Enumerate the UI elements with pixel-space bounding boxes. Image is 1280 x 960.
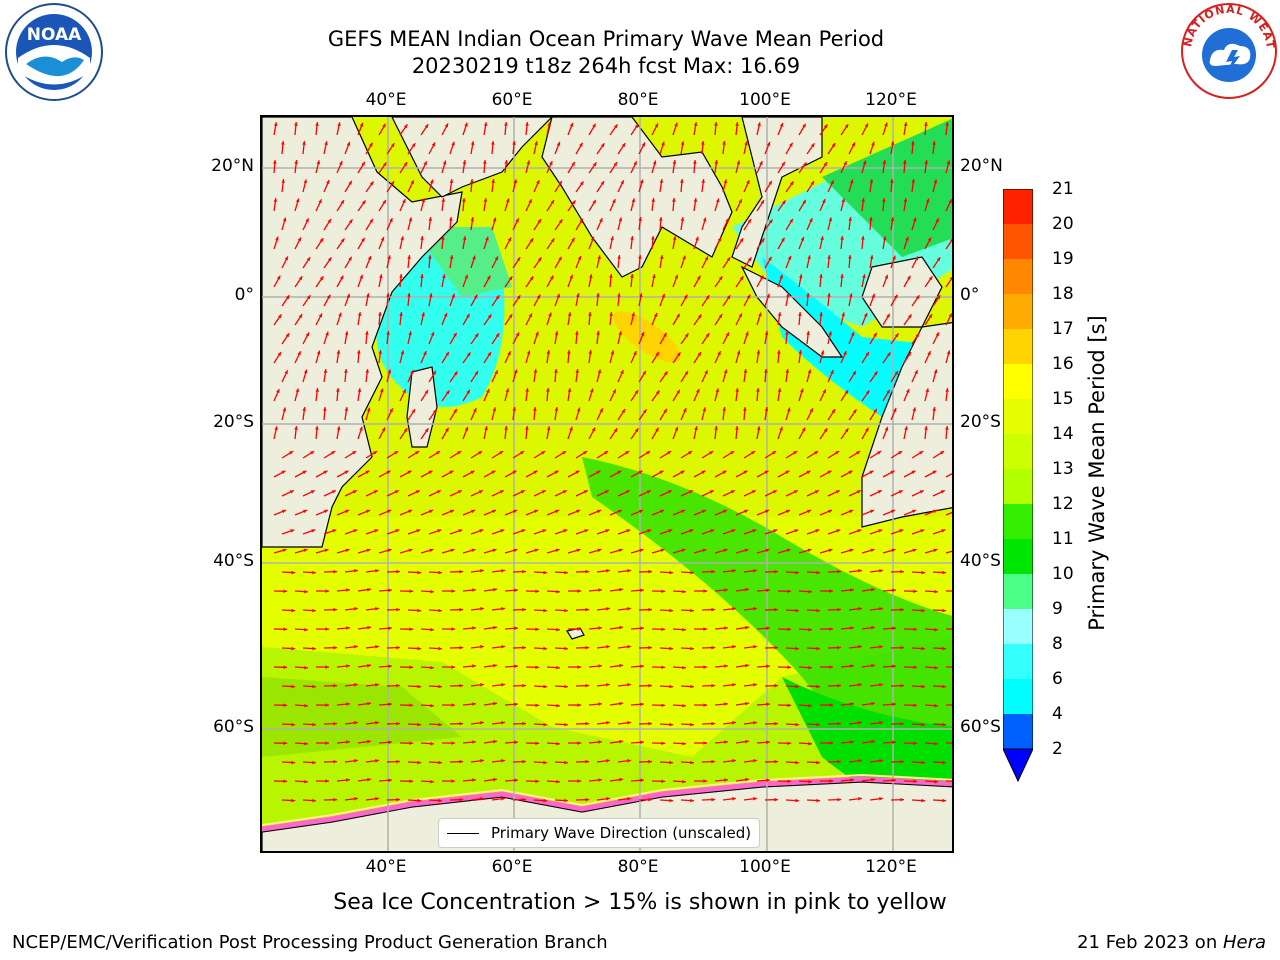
colorbar-cell (1003, 294, 1033, 329)
lon-tick-top: 80°E (618, 90, 659, 110)
colorbar-tick-label: 8 (1052, 634, 1063, 654)
colorbar-tick-label: 6 (1052, 669, 1063, 689)
chart-title: GEFS MEAN Indian Ocean Primary Wave Mean… (200, 27, 1012, 51)
lat-tick-right: 0° (960, 285, 979, 305)
footer-branch: NCEP/EMC/Verification Post Processing Pr… (12, 932, 608, 953)
colorbar-tick-label: 9 (1052, 599, 1063, 619)
colorbar-cell (1003, 539, 1033, 574)
lat-tick-left: 60°S (213, 717, 254, 737)
legend-line-swatch (447, 833, 479, 834)
lon-tick-bottom: 120°E (865, 857, 917, 877)
lat-tick-left: 20°S (213, 412, 254, 432)
colorbar-tick-label: 2 (1052, 739, 1063, 759)
lat-tick-left: 0° (235, 285, 254, 305)
footer-host: Hera (1223, 932, 1266, 953)
colorbar-cell (1003, 469, 1033, 504)
colorbar-cell (1003, 644, 1033, 679)
lat-tick-right: 40°S (960, 551, 1001, 571)
lat-tick-left: 20°N (211, 156, 254, 176)
lon-tick-top: 60°E (492, 90, 533, 110)
footer-date-text: 21 Feb 2023 on (1077, 932, 1223, 953)
colorbar-cell (1003, 714, 1033, 749)
colorbar-tick-label: 4 (1052, 704, 1063, 724)
colorbar-label: Primary Wave Mean Period [s] (1085, 315, 1109, 631)
colorbar-extend-arrow (1003, 749, 1033, 781)
colorbar-cell (1003, 329, 1033, 364)
colorbar-tick-label: 12 (1052, 494, 1074, 514)
noaa-logo: NOAA (4, 2, 104, 102)
legend-label: Primary Wave Direction (unscaled) (491, 824, 751, 842)
footer-date: 21 Feb 2023 on Hera (1077, 932, 1266, 953)
colorbar-tick-label: 18 (1052, 284, 1074, 304)
colorbar-tick-label: 15 (1052, 389, 1074, 409)
colorbar (1003, 189, 1033, 782)
legend: Primary Wave Direction (unscaled) (438, 818, 760, 848)
lon-tick-top: 100°E (739, 90, 791, 110)
lon-tick-top: 120°E (865, 90, 917, 110)
lon-tick-bottom: 100°E (739, 857, 791, 877)
colorbar-cell (1003, 189, 1033, 224)
lat-tick-left: 40°S (213, 551, 254, 571)
lon-tick-bottom: 80°E (618, 857, 659, 877)
colorbar-tick-label: 10 (1052, 564, 1074, 584)
lon-tick-bottom: 60°E (492, 857, 533, 877)
colorbar-cell (1003, 399, 1033, 434)
colorbar-tick-label: 20 (1052, 214, 1074, 234)
map-panel (260, 115, 954, 853)
svg-text:NOAA: NOAA (27, 25, 82, 45)
colorbar-cell (1003, 679, 1033, 714)
lat-tick-right: 20°N (960, 156, 1003, 176)
colorbar-cell (1003, 574, 1033, 609)
lon-tick-top: 40°E (366, 90, 407, 110)
colorbar-cell (1003, 259, 1033, 294)
colorbar-tick-label: 11 (1052, 529, 1074, 549)
chart-subtitle-run: 20230219 t18z 264h fcst Max: 16.69 (200, 54, 1012, 78)
colorbar-cell (1003, 364, 1033, 399)
lon-tick-bottom: 40°E (366, 857, 407, 877)
colorbar-tick-label: 14 (1052, 424, 1074, 444)
colorbar-cell (1003, 504, 1033, 539)
wave-arrow-head (953, 471, 954, 474)
colorbar-cell (1003, 224, 1033, 259)
colorbar-cell (1003, 434, 1033, 469)
lat-tick-right: 60°S (960, 717, 1001, 737)
nws-logo: NATIONAL WEATHER SERVICE (1180, 2, 1278, 100)
colorbar-tick-label: 13 (1052, 459, 1074, 479)
colorbar-tick-label: 16 (1052, 354, 1074, 374)
colorbar-tick-label: 19 (1052, 249, 1074, 269)
lat-tick-right: 20°S (960, 412, 1001, 432)
wave-period-map (262, 117, 954, 853)
colorbar-tick-label: 21 (1052, 179, 1074, 199)
sea-ice-note: Sea Ice Concentration > 15% is shown in … (0, 890, 1280, 915)
colorbar-tick-label: 17 (1052, 319, 1074, 339)
colorbar-cell (1003, 609, 1033, 644)
